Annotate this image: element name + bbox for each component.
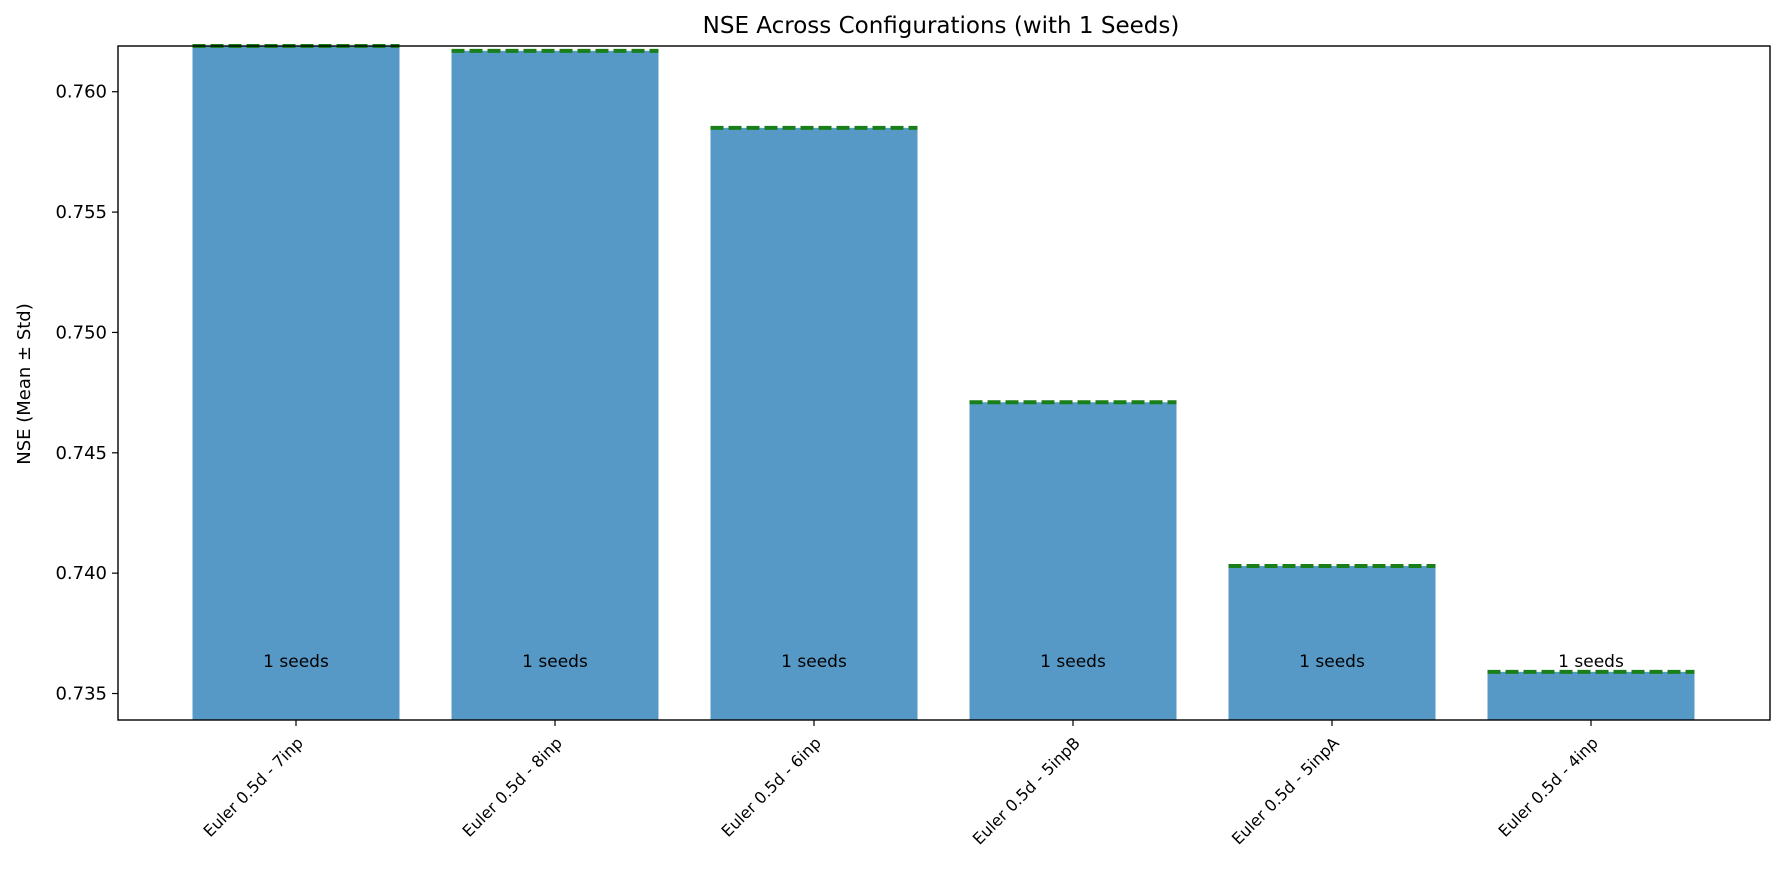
bar bbox=[1228, 565, 1436, 720]
y-tick-label: 0.760 bbox=[55, 82, 107, 103]
bar-seed-label: 1 seeds bbox=[1558, 652, 1624, 672]
bar bbox=[969, 402, 1177, 720]
x-tick-label: Euler 0.5d - 6inp bbox=[718, 733, 825, 840]
x-axis: Euler 0.5d - 7inp Euler 0.5d - 8inp Euler … bbox=[200, 720, 1602, 848]
bar-seed-label: 1 seeds bbox=[1040, 652, 1106, 672]
bar-seed-label: 1 seeds bbox=[1299, 652, 1365, 672]
bar bbox=[451, 50, 659, 721]
x-tick-label: Euler 0.5d - 8inp bbox=[459, 733, 566, 840]
plot-area-frame bbox=[117, 45, 1771, 721]
x-tick-label: Euler 0.5d - 5inpB bbox=[969, 733, 1084, 848]
x-tick-label: Euler 0.5d - 5inpA bbox=[1228, 733, 1343, 848]
bars-group bbox=[192, 44, 1695, 721]
bar-seed-label: 1 seeds bbox=[781, 652, 847, 672]
bar bbox=[710, 127, 918, 721]
y-axis-label: NSE (Mean ± Std) bbox=[14, 303, 35, 465]
y-tick-label: 0.750 bbox=[55, 322, 107, 343]
y-tick-label: 0.735 bbox=[55, 684, 107, 705]
y-tick-label: 0.755 bbox=[55, 202, 107, 223]
y-tick-label: 0.740 bbox=[55, 563, 107, 584]
bar-seed-label: 1 seeds bbox=[522, 652, 588, 672]
bar bbox=[192, 46, 400, 720]
bar bbox=[1487, 671, 1695, 720]
bar-label-group: 1 seeds 1 seeds 1 seeds 1 seeds 1 seeds 1 see… bbox=[263, 652, 1624, 672]
y-axis: 0.735 0.740 0.745 0.750 0.755 0.760 bbox=[55, 82, 118, 705]
x-tick-label: Euler 0.5d - 7inp bbox=[200, 733, 307, 840]
bar-seed-label: 1 seeds bbox=[263, 652, 329, 672]
chart-title: NSE Across Configurations (with 1 Seeds) bbox=[703, 13, 1180, 39]
x-tick-label: Euler 0.5d - 4inp bbox=[1495, 733, 1602, 840]
y-tick-label: 0.745 bbox=[55, 443, 107, 464]
